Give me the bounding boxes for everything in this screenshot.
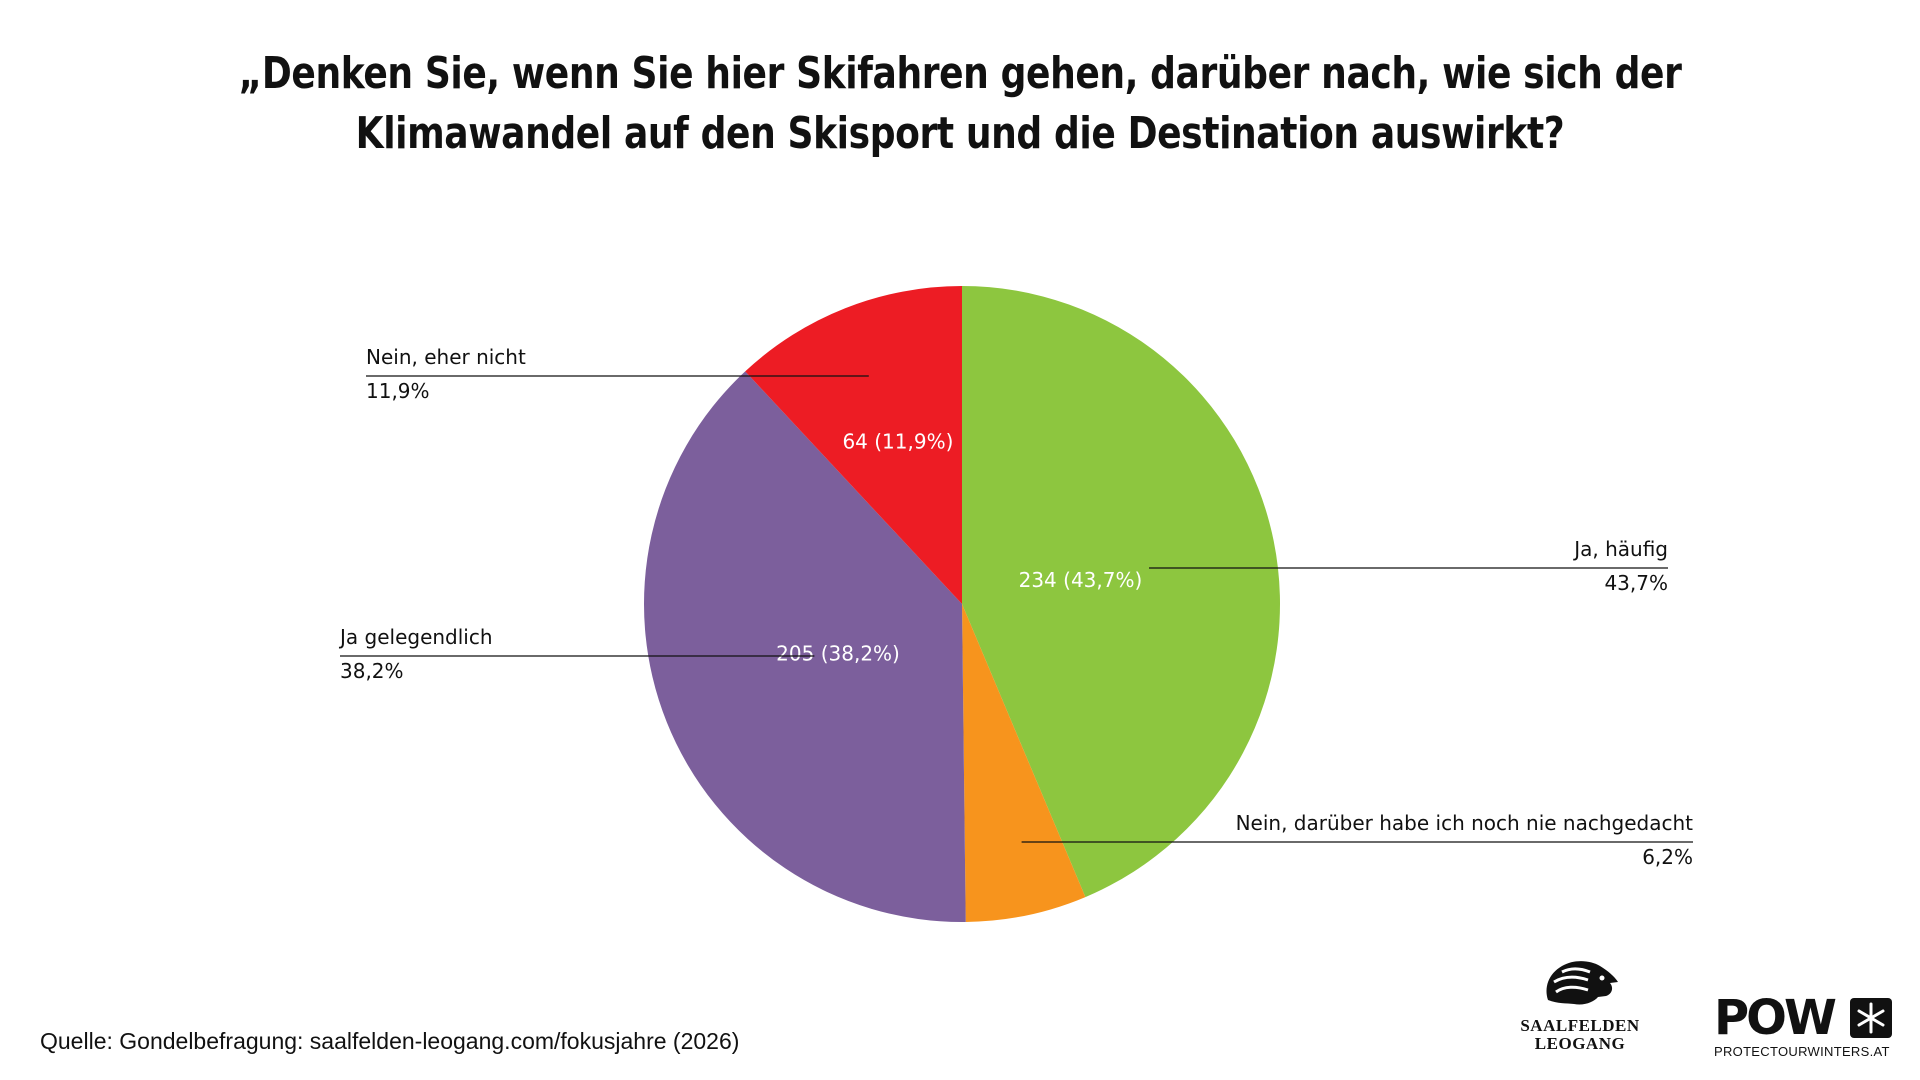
source-note: Quelle: Gondelbefragung: saalfelden-leog…	[40, 1028, 740, 1054]
snowflake-icon	[1850, 998, 1892, 1038]
legend-percent-nein-eher-nicht: 11,9%	[366, 379, 430, 403]
lion-head-icon	[1546, 961, 1618, 1005]
legend-percent-ja-gelegendlich: 38,2%	[340, 659, 404, 683]
legend-label-nein-daruber-habe-ich-noch-nie-nachgedacht: Nein, darüber habe ich noch nie nachgeda…	[1236, 811, 1694, 835]
legend-label-ja-gelegendlich: Ja gelegendlich	[338, 625, 493, 649]
chart-title-line-2: Klimawandel auf den Skisport und die Des…	[355, 108, 1565, 159]
legend-percent-nein-daruber-habe-ich-noch-nie-nachgedacht: 6,2%	[1642, 845, 1693, 869]
pow-url: PROTECTOURWINTERS.AT	[1714, 1044, 1890, 1059]
pie-slice-ja-gelegendlich	[644, 371, 966, 922]
saalfelden-line: SAALFELDEN	[1520, 1016, 1640, 1035]
slice-value-label-ja-haufig: 234 (43,7%)	[1019, 568, 1143, 592]
slice-value-label-ja-gelegendlich: 205 (38,2%)	[776, 642, 900, 666]
legend-label-ja-haufig: Ja, häufig	[1572, 537, 1668, 561]
chart-title-line-1: „Denken Sie, wenn Sie hier Skifahren geh…	[238, 48, 1682, 99]
pow-wordmark: POW	[1714, 990, 1837, 1046]
pie-slice-ja-haufig	[962, 286, 1280, 898]
slice-value-label-nein-eher-nicht: 64 (11,9%)	[842, 429, 953, 453]
leogang-line: LEOGANG	[1534, 1034, 1626, 1053]
pie-slice-nein-eher-nicht	[745, 286, 962, 604]
legend-percent-ja-haufig: 43,7%	[1604, 571, 1668, 595]
chart-title: „Denken Sie, wenn Sie hier Skifahren geh…	[173, 44, 1747, 164]
pow-logo: POW PROTECTOURWINTERS.AT	[1714, 994, 1894, 1060]
legend-label-nein-eher-nicht: Nein, eher nicht	[366, 345, 526, 369]
saalfelden-leogang-logo: SAALFELDEN LEOGANG	[1518, 952, 1642, 1062]
